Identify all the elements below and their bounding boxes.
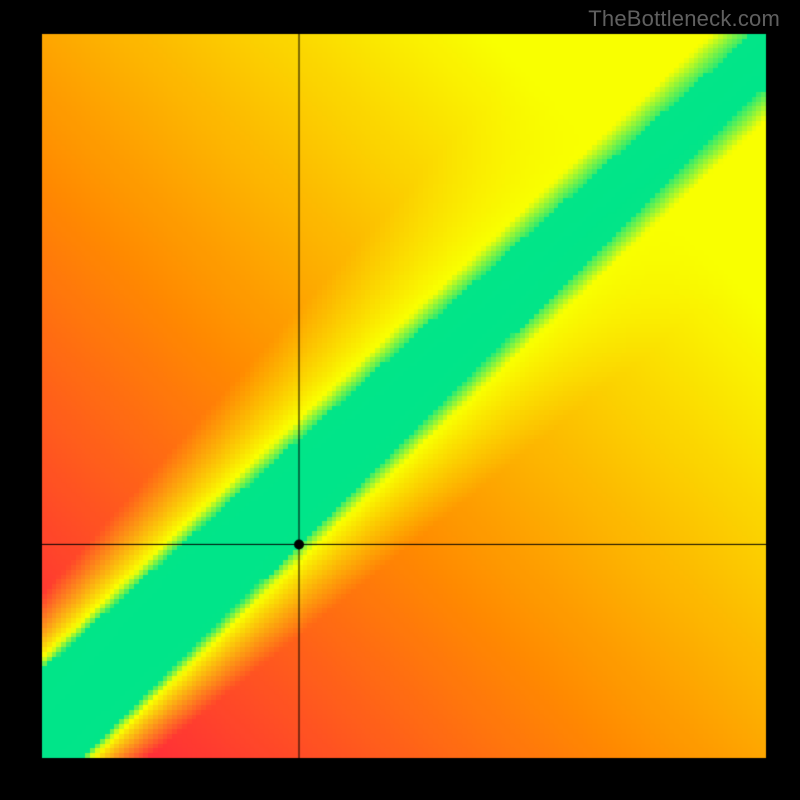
watermark-text: TheBottleneck.com bbox=[588, 6, 780, 32]
chart-container: TheBottleneck.com bbox=[0, 0, 800, 800]
bottleneck-heatmap-canvas bbox=[0, 0, 800, 800]
